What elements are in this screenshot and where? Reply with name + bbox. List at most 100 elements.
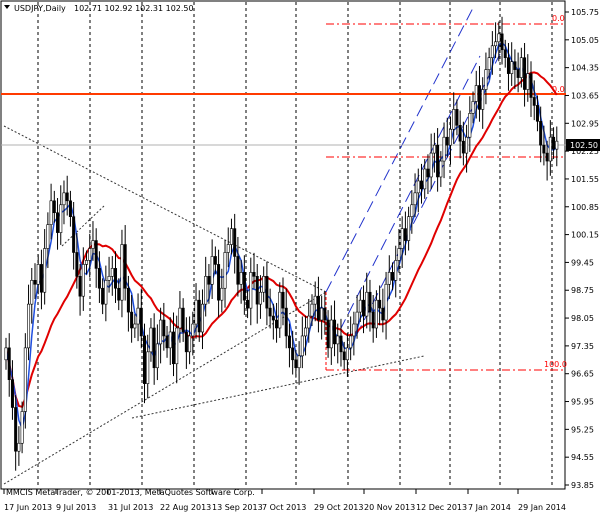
candle-body [455, 109, 459, 126]
candle-body [294, 359, 298, 369]
candle-body [523, 57, 527, 90]
candle-body [278, 291, 282, 329]
candle-body [316, 295, 320, 321]
y-tick-label: 104.35 [571, 64, 599, 73]
vertical-grid [37, 2, 553, 488]
candle-body [349, 335, 353, 349]
candle-body [20, 411, 24, 444]
candle-body [265, 276, 269, 309]
candle-body [429, 152, 433, 178]
fibonacci-levels: 0.0 0.0 100.0 [325, 14, 567, 371]
candle-body [381, 307, 385, 321]
dropdown-arrow-icon[interactable] [4, 5, 10, 9]
candle-body [448, 128, 452, 146]
candle-body [345, 347, 349, 361]
y-tick-label: 98.05 [571, 314, 594, 323]
candle-body [217, 264, 221, 301]
fib-label-bottom: 100.0 [544, 360, 567, 369]
y-tick-label: 99.45 [571, 258, 594, 267]
x-tick-label: 29 Oct 2013 [314, 503, 363, 512]
candle-body [323, 307, 327, 321]
candle-body [194, 299, 198, 325]
y-tick-label: 94.55 [571, 453, 594, 462]
candle-body [494, 41, 498, 47]
candle-body [139, 307, 143, 337]
triangle-upper-trendline[interactable] [3, 125, 327, 293]
candle-body [104, 279, 108, 305]
support-trendline[interactable] [131, 355, 425, 419]
candle-body [545, 152, 549, 162]
x-tick-label: 13 Sep 2013 [212, 503, 263, 512]
candle-body [526, 73, 530, 90]
candle-body [56, 212, 60, 233]
candle-body [233, 228, 237, 257]
candle-body [497, 33, 501, 43]
candle-body [297, 355, 301, 369]
candle-body [39, 264, 43, 293]
candle-body [14, 407, 18, 452]
candle-body [481, 89, 485, 110]
slow-moving-average [5, 71, 558, 409]
candle-body [268, 307, 272, 317]
candle-body [204, 276, 208, 305]
x-tick-label: 7 Jan 2014 [468, 503, 511, 512]
candle-body [46, 224, 50, 249]
candle-body [133, 323, 137, 329]
plot-frame [0, 0, 566, 490]
candle-body [184, 331, 188, 353]
candle-body [149, 327, 153, 353]
candle-body [304, 327, 308, 337]
candle-body [339, 335, 343, 353]
candle-body [490, 45, 494, 59]
candle-body [7, 347, 11, 380]
candle-body [275, 319, 279, 329]
candle-body [200, 303, 204, 333]
candle-body [78, 276, 82, 297]
y-tick-label: 97.35 [571, 342, 594, 351]
candle-body [313, 295, 317, 305]
candle-body [207, 276, 211, 285]
candle-body [397, 248, 401, 261]
candle-body [342, 351, 346, 361]
candle-body [146, 351, 150, 384]
candle-body [246, 299, 250, 309]
candle-body [236, 256, 240, 285]
x-tick-label: 17 Jun 2013 [4, 503, 52, 512]
candle-body [107, 276, 111, 281]
candle-body [439, 160, 443, 178]
triangle-lower-trendline[interactable] [3, 291, 327, 485]
y-tick-label: 102.95 [571, 119, 599, 128]
candle-body [432, 144, 436, 154]
candle-body [33, 279, 37, 285]
candle-body [461, 140, 465, 154]
candle-body [220, 287, 224, 301]
candle-body [326, 319, 330, 349]
candle-body [27, 303, 31, 349]
candle-body [152, 327, 156, 369]
trendline-group [3, 125, 425, 485]
candle-body [391, 272, 395, 281]
y-tick-label: 98.75 [571, 286, 594, 295]
candle-body [468, 113, 472, 138]
candle-body [378, 299, 382, 309]
candle-body [336, 335, 340, 345]
candle-body [484, 69, 488, 90]
time-axis: 17 Jun 2013 9 Jul 2013 31 Jul 2013 22 Aug 2… [3, 489, 566, 512]
candle-body [258, 291, 262, 305]
candle-body [65, 192, 69, 202]
y-tick-label: 101.55 [571, 175, 599, 184]
candle-body [445, 136, 449, 146]
candle-body [506, 57, 510, 74]
candle-body [458, 124, 462, 142]
candle-body [333, 319, 337, 345]
candle-body [452, 109, 456, 130]
candle-body [310, 303, 314, 317]
candle-body [162, 319, 166, 337]
candle-body [252, 272, 256, 277]
candle-body [413, 192, 417, 206]
short-trendline[interactable] [61, 205, 105, 247]
candle-body [519, 57, 523, 78]
candle-body [120, 244, 124, 301]
candle-body [23, 347, 27, 412]
